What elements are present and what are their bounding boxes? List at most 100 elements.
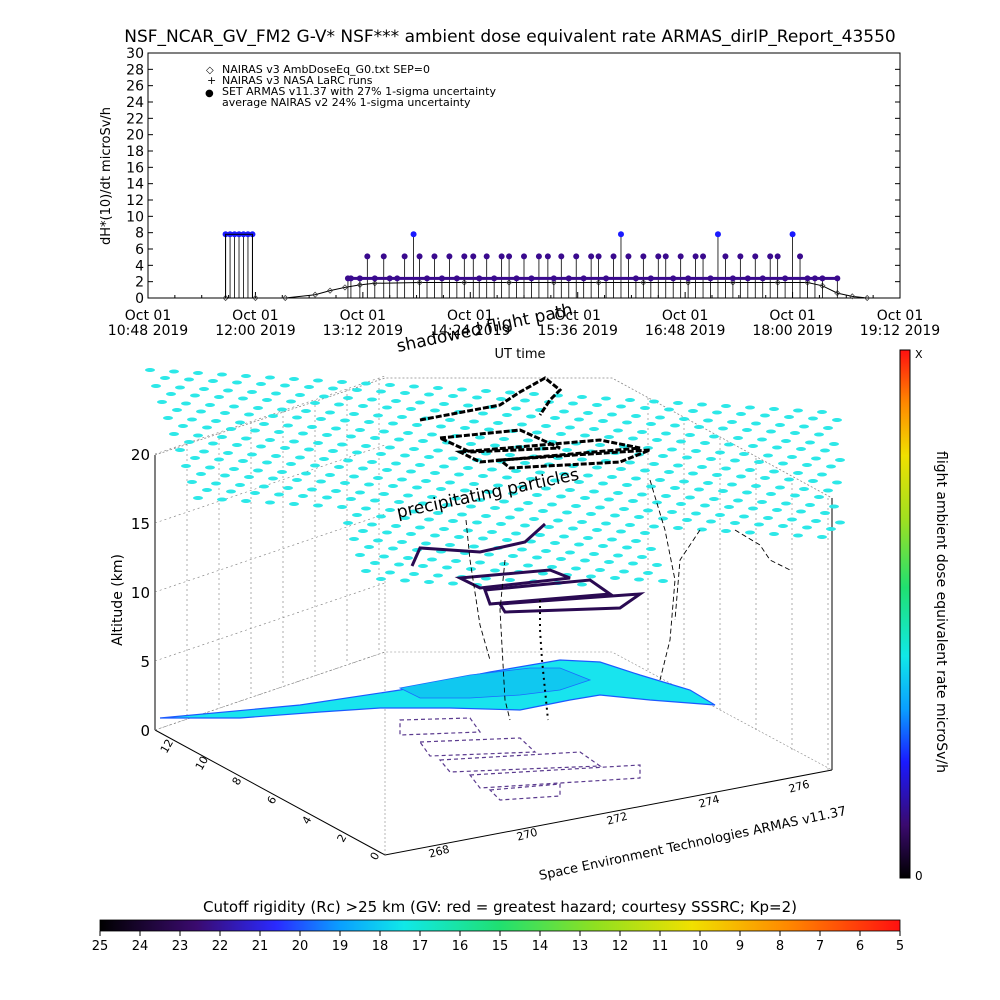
particle-mark [259,422,269,426]
particle-mark [445,480,455,485]
box-gridlines [154,375,829,772]
armas-point [544,253,551,260]
particle-mark [610,513,620,518]
particle-mark [226,489,236,494]
nairas-g0-point [356,281,363,288]
particle-mark [235,420,245,425]
particle-mark [478,474,488,478]
particle-mark [613,428,623,433]
particle-mark [655,478,665,482]
top-y-tick-label: 4 [135,258,144,274]
particle-mark [511,469,521,473]
particle-mark [436,487,446,491]
particle-mark [292,415,302,420]
particle-mark [355,428,365,432]
particle-mark [373,413,383,418]
particle-mark [463,528,473,533]
particle-mark [244,475,254,479]
latitude-tick-label: 10 [193,754,211,773]
particle-mark [172,408,182,412]
particle-mark [232,443,242,447]
vertical-trajectory-thick [539,600,549,721]
particle-mark [358,404,368,408]
particle-mark [283,423,293,428]
particle-mark [286,399,296,404]
top-x-tick-time: 19:12 2019 [860,323,940,339]
particle-mark [673,526,683,530]
particle-mark [340,418,350,423]
top-x-tick-time: 10:48 2019 [108,323,188,339]
particle-mark [616,529,626,534]
particle-mark [526,477,536,481]
particle-mark [487,530,497,534]
grid-line [154,444,386,524]
particle-mark [820,448,830,453]
armas-point [774,253,781,260]
particle-mark [577,395,587,399]
particle-mark [715,450,725,455]
particle-mark [184,377,194,382]
particle-mark [322,495,332,500]
particle-mark [478,411,488,416]
particle-mark [793,408,803,413]
particle-mark [505,390,515,395]
altitude-tick-label: 15 [131,515,150,533]
particle-mark [382,468,392,472]
particle-mark [400,578,410,583]
particle-mark [625,460,635,465]
particle-mark [796,447,806,451]
nairas-g0-point [834,290,841,297]
particle-mark [169,432,179,436]
particle-mark [388,421,398,426]
particle-mark [538,571,548,576]
dose-colorbar [899,349,911,879]
top-y-tick-label: 28 [126,62,144,78]
longitude-tick-label: 274 [697,793,721,811]
particle-mark [406,532,416,536]
particle-mark [667,447,677,452]
particle-mark [565,550,575,555]
particle-mark [178,424,188,428]
particle-mark [808,416,818,421]
particle-mark [388,484,398,488]
particle-mark [319,457,329,461]
particle-mark [706,519,716,524]
legend-symbol-nairas-larc: + [207,74,216,87]
particle-mark [499,499,509,504]
particle-mark [448,394,458,398]
particle-mark [466,442,476,446]
armas-point [752,253,759,260]
particle-mark [709,434,719,439]
particle-mark [472,520,482,525]
armas-point [470,253,477,260]
particle-mark [799,487,809,491]
particle-mark [487,467,497,472]
particle-mark [532,493,542,497]
particle-mark [202,425,212,430]
particle-mark [787,455,797,459]
particle-mark [394,500,404,504]
top-y-tick-label: 2 [135,275,144,291]
particle-mark [769,407,779,411]
particle-mark [631,414,641,418]
rigidity-tick-label: 23 [172,939,189,954]
rigidity-tick-label: 10 [692,939,709,954]
particle-mark [490,443,500,448]
nairas-g0-point [864,294,871,302]
particle-mark [424,517,434,522]
top-x-tick-time: 15:36 2019 [537,323,617,339]
latitude-tick-label: 12 [158,737,176,756]
particle-mark [472,395,482,400]
particle-mark [286,462,296,466]
particle-mark [268,476,278,481]
particle-mark [451,496,461,501]
particle-mark [412,423,422,427]
particle-mark [733,436,743,440]
particle-mark [613,491,623,495]
particle-mark [541,424,551,428]
particle-mark [481,576,491,581]
particle-mark [463,466,473,470]
particle-mark [352,388,362,392]
particle-mark [376,389,386,394]
particle-mark [241,499,251,503]
